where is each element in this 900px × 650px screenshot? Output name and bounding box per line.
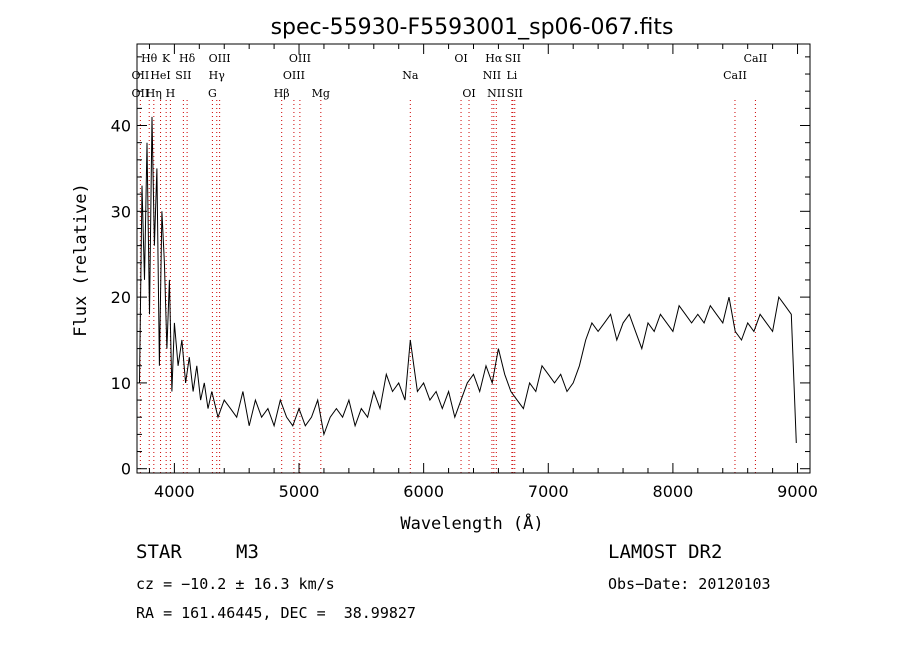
spectral-line-label: SII xyxy=(505,52,521,65)
spectral-line-label: Li xyxy=(506,69,517,82)
spectral-line-label: NII xyxy=(487,87,505,100)
y-tick-label: 20 xyxy=(111,288,131,307)
spectral-line-label: Na xyxy=(402,69,419,82)
x-tick-label: 8000 xyxy=(653,482,694,501)
spectral-line-label: OII xyxy=(132,87,150,100)
spectral-line-label: OIII xyxy=(289,52,311,65)
spectral-line-label: H xyxy=(166,87,176,100)
spectral-line-label: K xyxy=(162,52,171,65)
velocity-readout: cz = −10.2 ± 16.3 km/s xyxy=(136,575,335,593)
y-tick-label: 30 xyxy=(111,202,131,221)
x-tick-label: 5000 xyxy=(279,482,320,501)
spectral-line-label: OI xyxy=(462,87,475,100)
y-tick-label: 0 xyxy=(121,460,131,479)
spectral-line-label: HeI xyxy=(150,69,170,82)
chart-title: spec-55930-F5593001_sp06-067.fits xyxy=(271,15,674,40)
spectrum-series-line xyxy=(139,116,797,444)
spectral-line-markers xyxy=(139,100,756,473)
spectral-line-label: Hβ xyxy=(274,87,290,100)
spectral-line-label: OII xyxy=(132,69,150,82)
observation-date: Obs−Date: 20120103 xyxy=(608,575,771,593)
x-tick-label: 7000 xyxy=(528,482,569,501)
spectral-line-label: Hγ xyxy=(209,69,226,82)
spectral-line-label: OIII xyxy=(209,52,231,65)
y-tick-label: 10 xyxy=(111,374,131,393)
object-subclass: M3 xyxy=(236,541,259,563)
x-tick-label: 4000 xyxy=(154,482,195,501)
spectral-line-label: CaII xyxy=(723,69,747,82)
spectral-line-label: Hη xyxy=(146,87,162,100)
spectral-line-label: OI xyxy=(454,52,467,65)
spectral-line-label: Hα xyxy=(485,52,503,65)
y-tick-label: 40 xyxy=(111,117,131,136)
spectral-line-label: G xyxy=(208,87,217,100)
x-axis-label: Wavelength (Å) xyxy=(400,512,543,534)
spectral-line-label: SII xyxy=(175,69,191,82)
axis-ticks: 4000 5000 6000 7000 8000 9000 0 10 20 30 40 xyxy=(111,44,818,501)
x-tick-label: 9000 xyxy=(777,482,818,501)
spectral-line-label: Mg xyxy=(312,87,330,100)
spectral-line-label: OIII xyxy=(283,69,305,82)
plot-frame xyxy=(136,43,811,474)
spectral-line-label: CaII xyxy=(744,52,768,65)
spectral-line-label: Hδ xyxy=(179,52,196,65)
y-axis-label: Flux (relative) xyxy=(71,183,91,337)
x-tick-label: 6000 xyxy=(403,482,444,501)
spectral-line-label: Hθ xyxy=(141,52,158,65)
coordinates-readout: RA = 161.46445, DEC = 38.99827 xyxy=(136,604,416,622)
object-class: STAR xyxy=(136,541,182,563)
spectral-line-label: SII xyxy=(507,87,523,100)
survey-name: LAMOST DR2 xyxy=(608,541,723,563)
spectral-line-label: NII xyxy=(483,69,501,82)
